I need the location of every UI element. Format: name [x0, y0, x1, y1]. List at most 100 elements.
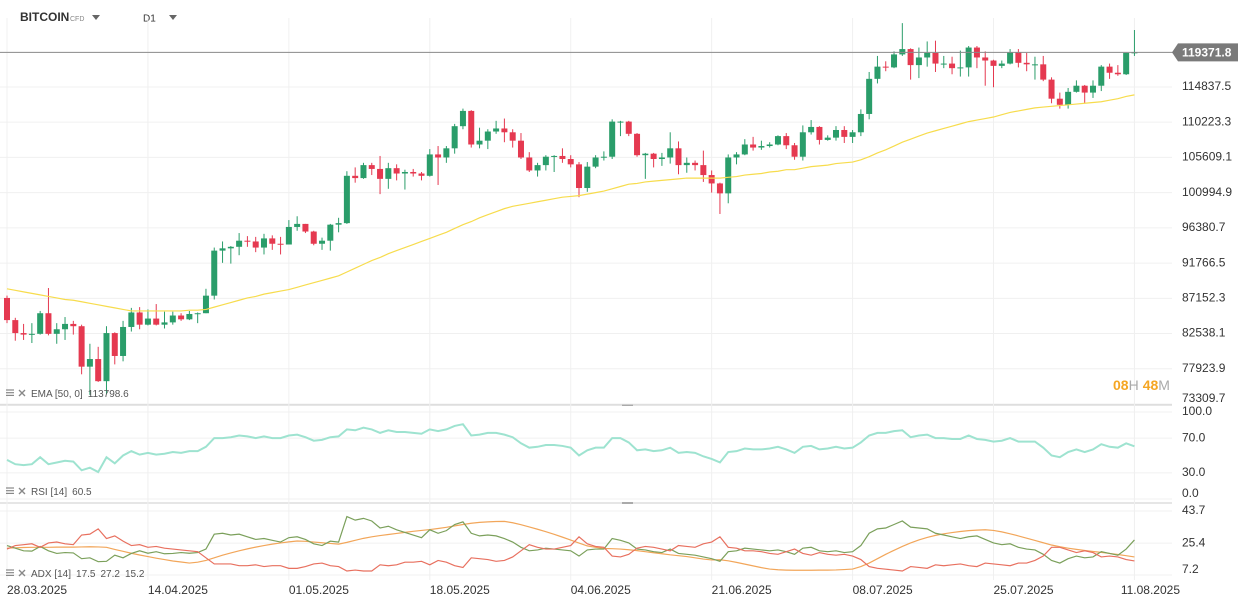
candle-body	[766, 144, 773, 147]
y-tick-label: 82538.1	[1182, 326, 1226, 340]
y-tick-label: 110223.3	[1182, 114, 1231, 128]
candle-body	[592, 157, 599, 167]
candle-body	[78, 326, 85, 367]
panel-resize-handle[interactable]	[622, 404, 633, 406]
candle-body	[103, 333, 110, 382]
candle-body	[1007, 52, 1014, 64]
candle-body	[468, 110, 475, 145]
candle-body	[1081, 85, 1088, 93]
y-tick-label: 105609.1	[1182, 150, 1232, 164]
countdown-hours: 08	[1113, 377, 1129, 393]
indicator-name: RSI [14]	[31, 487, 67, 498]
candle-body	[783, 136, 790, 146]
x-tick-label: 28.03.2025	[7, 583, 67, 597]
candle-body	[708, 175, 715, 184]
candle-body	[534, 165, 541, 171]
candle-body	[128, 312, 135, 327]
candle-body	[269, 238, 276, 244]
candle-body	[675, 148, 682, 166]
legend-close-icon[interactable]	[18, 389, 26, 397]
candle-body	[758, 146, 765, 148]
candle-body	[609, 121, 616, 157]
candle-body	[1123, 52, 1130, 75]
candle-body	[45, 313, 52, 334]
candle-body	[907, 49, 914, 66]
y-tick-label: 0.0	[1182, 486, 1199, 500]
candle-body	[750, 144, 757, 148]
candle-body	[716, 183, 723, 194]
candle-body	[517, 140, 524, 158]
x-tick-label: 01.05.2025	[289, 583, 349, 597]
candle-body	[600, 156, 607, 158]
candle-body	[542, 156, 549, 166]
candle-body	[4, 297, 10, 321]
candle-body	[393, 168, 400, 174]
x-tick-label: 04.06.2025	[571, 583, 631, 597]
timeframe-dropdown[interactable]	[169, 15, 177, 20]
y-tick-label: 91766.5	[1182, 255, 1226, 269]
candle-body	[940, 63, 947, 65]
candle-body	[526, 157, 533, 171]
indicator-line	[6, 423, 1135, 474]
candle-body	[667, 148, 674, 158]
candle-body	[857, 113, 864, 133]
candle-body	[277, 243, 284, 245]
countdown: 08H 48M	[1113, 377, 1170, 393]
candle-body	[1031, 64, 1038, 66]
indicator-value: 113798.6	[88, 389, 129, 400]
candle-body	[725, 157, 732, 194]
candle-body	[418, 173, 425, 176]
candle-body	[202, 295, 209, 314]
y-tick-label: 100.0	[1182, 404, 1212, 418]
market: CFD	[70, 16, 84, 23]
symbol[interactable]: BITCOIN	[20, 10, 69, 24]
countdown-minutes-unit: M	[1158, 377, 1170, 393]
candle-body	[178, 315, 185, 320]
candle-body	[924, 52, 931, 58]
candle-body	[111, 333, 118, 356]
legend-close-icon[interactable]	[18, 487, 26, 495]
countdown-minutes: 48	[1143, 377, 1159, 393]
candle-body	[634, 133, 641, 156]
candle-body	[824, 137, 831, 140]
candle-body	[733, 154, 740, 158]
panel-resize-handle[interactable]	[622, 502, 633, 504]
x-tick-label: 08.07.2025	[853, 583, 913, 597]
candle-body	[1015, 52, 1022, 63]
candle-body	[891, 54, 898, 68]
candle-body	[957, 67, 964, 69]
candle-body	[982, 57, 989, 61]
candle-body	[476, 140, 483, 145]
candle-body	[327, 224, 334, 241]
candle-body	[401, 171, 408, 174]
candle-body	[932, 52, 939, 64]
y-tick-label: 25.4	[1182, 535, 1206, 549]
timeframe[interactable]: D1	[143, 14, 156, 25]
candle-body	[360, 165, 367, 179]
candle-body	[410, 171, 417, 174]
candle-body	[849, 132, 856, 137]
candle-body	[949, 63, 956, 69]
candle-body	[377, 168, 384, 179]
x-tick-label: 25.07.2025	[994, 583, 1054, 597]
candle-body	[1040, 64, 1047, 80]
candle-body	[310, 231, 317, 244]
candle-body	[62, 323, 69, 330]
candle-body	[426, 154, 433, 176]
candle-body	[1073, 85, 1080, 92]
candle-body	[385, 168, 392, 179]
candle-body	[20, 333, 27, 335]
countdown-hours-unit: H	[1129, 377, 1139, 393]
x-tick-label: 14.04.2025	[148, 583, 208, 597]
candle-body	[808, 126, 815, 133]
symbol-dropdown[interactable]	[92, 15, 100, 20]
indicator-legend: EMA [50, 0] 113798.6	[31, 389, 129, 400]
candle-body	[161, 322, 168, 325]
candle-body	[567, 159, 574, 165]
y-tick-label: 114837.5	[1182, 79, 1231, 93]
candle-body	[194, 313, 201, 315]
legend-close-icon[interactable]	[18, 569, 26, 577]
x-tick-label: 18.05.2025	[430, 583, 490, 597]
candle-body	[965, 47, 972, 68]
y-tick-label: 96380.7	[1182, 220, 1226, 234]
